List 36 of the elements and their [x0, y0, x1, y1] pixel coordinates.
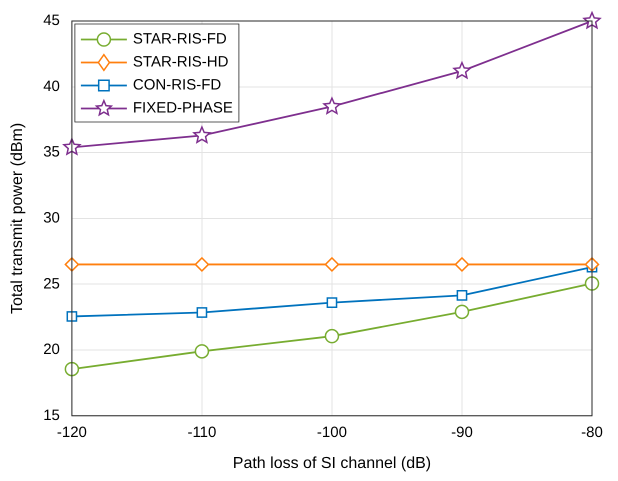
- point: [584, 276, 600, 291]
- legend-label: STAR-RIS-FD: [132, 30, 227, 48]
- point: [453, 62, 471, 79]
- x-tick-label: -100: [316, 424, 347, 441]
- legend-label: STAR-RIS-HD: [132, 54, 229, 71]
- y-axis-title: Total transmit power (dBm): [9, 122, 26, 314]
- y-tick-label: 30: [43, 210, 60, 227]
- y-tick-label: 15: [43, 406, 60, 424]
- point: [584, 257, 600, 272]
- legend-label: FIXED-PHASE: [132, 100, 233, 117]
- point: [193, 126, 211, 144]
- point: [196, 307, 208, 318]
- x-tick-label: -90: [451, 424, 473, 441]
- point: [323, 97, 341, 114]
- point: [66, 311, 78, 322]
- y-tick-label: 45: [43, 12, 60, 30]
- point: [454, 257, 470, 272]
- point: [63, 138, 81, 155]
- point: [324, 257, 340, 272]
- x-tick-label: -80: [581, 424, 603, 441]
- point: [64, 362, 80, 376]
- point: [583, 12, 601, 29]
- x-tick-label: -110: [187, 424, 216, 441]
- y-tick-label: 40: [43, 78, 60, 95]
- point: [454, 304, 470, 320]
- point: [194, 257, 210, 272]
- legend-label: CON-RIS-FD: [132, 76, 222, 94]
- x-axis-title: Path loss of SI channel (dB): [232, 454, 432, 472]
- point: [326, 297, 338, 308]
- x-tick-label: -120: [56, 424, 87, 441]
- y-tick-label: 25: [43, 275, 60, 292]
- y-tick-label: 20: [43, 341, 60, 358]
- point: [194, 344, 210, 359]
- point: [456, 290, 468, 301]
- point: [324, 328, 340, 344]
- y-tick-label: 35: [43, 144, 60, 161]
